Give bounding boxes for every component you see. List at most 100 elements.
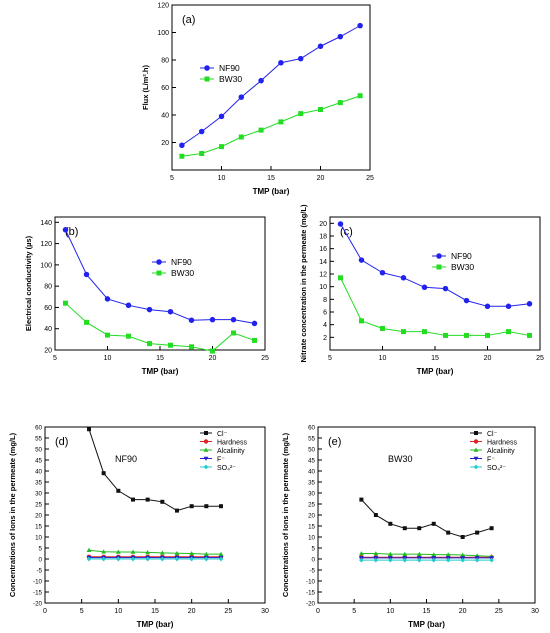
y-tick-label: 5 [312,546,316,553]
y-tick-label: 16 [319,246,327,253]
data-point [101,549,107,554]
y-tick-label: 100 [40,262,52,269]
data-point [318,107,323,112]
data-point [278,60,284,66]
data-point [278,119,284,125]
data-point [218,113,225,120]
x-tick-label: 15 [267,175,275,182]
legend-entry: BW30 [171,268,194,278]
chart-panel-5: 0 5 10 15 20 25 30 -20 -15 -10 -5 0 5 10 15 20 25 30 35 40 4… [281,425,539,630]
data-point [402,557,408,563]
y-tick-label: 40 [35,469,42,476]
y-tick-label: 55 [308,436,315,443]
data-point [387,557,393,563]
data-point [358,257,365,263]
data-point [188,317,195,323]
y-tick-label: 4 [323,322,327,329]
data-point [460,557,466,563]
data-point [238,134,244,140]
data-point [526,301,533,307]
y-axis-title: Concentrations of Ions in the permeate (… [8,432,17,597]
data-point [421,284,428,291]
chart-panel-1: 5 10 15 20 25 20 40 60 80 100 120 TMP (bar) Flux (L/… [141,3,374,197]
data-point [156,270,162,276]
data-point [204,65,210,71]
y-tick-label: 2 [323,335,327,342]
data-point [473,447,479,452]
data-point [297,55,304,62]
y-tick-label: -5 [309,568,315,575]
y-tick-label: 50 [308,447,315,454]
y-tick-label: -15 [306,590,316,597]
data-point [203,456,209,461]
data-point [209,316,216,323]
data-point [337,221,344,227]
data-point [218,556,224,562]
data-point [130,556,136,562]
data-point [446,530,451,535]
data-point [105,332,110,338]
panel-label: (d) [55,436,68,448]
series-line [361,553,492,557]
x-tick-label: 20 [459,608,467,615]
y-tick-label: 20 [35,513,42,520]
legend-entry: BW30 [451,262,474,272]
legend-entry: SO₄²⁻ [487,465,506,472]
data-point [380,325,385,331]
legend-entry: F⁻ [487,457,495,464]
y-tick-label: -15 [33,590,43,597]
data-point [251,320,258,327]
data-point [83,271,90,278]
legend-entry: Cl⁻ [217,431,228,438]
y-tick-label: 30 [35,491,42,498]
data-point [298,111,304,117]
y-tick-label: 60 [35,425,42,432]
data-point [475,530,480,535]
y-tick-label: 120 [157,3,169,10]
data-point [443,332,448,338]
data-point [436,253,442,259]
data-point [258,127,264,133]
data-point [445,552,451,557]
y-tick-label: 55 [35,436,42,443]
y-tick-label: 40 [308,469,315,476]
data-point [379,269,386,276]
x-axis-title: TMP (bar) [417,367,454,376]
y-tick-label: 0 [39,557,43,564]
y-tick-label: 80 [44,284,52,291]
data-point [484,303,491,310]
data-point [160,499,165,504]
y-tick-label: 35 [308,480,315,487]
y-tick-label: 10 [319,284,327,291]
data-point [252,337,257,343]
data-point [505,303,512,310]
data-point [402,551,408,556]
data-point [203,447,209,452]
y-tick-label: 15 [308,524,315,531]
x-tick-label: 0 [43,608,47,615]
data-point [204,76,210,82]
data-point [359,557,364,563]
y-tick-label: 100 [157,30,169,37]
data-point [218,551,224,556]
data-point [445,557,451,563]
legend-entry: Alcalinity [217,448,245,455]
legend-entry: Cl⁻ [487,431,498,438]
legend-entry: Hardness [487,440,517,447]
data-point [373,551,379,556]
data-point [87,427,91,432]
x-tick-label: 5 [328,355,332,362]
data-point [317,43,324,49]
data-point [62,227,69,233]
data-point [174,556,180,562]
legend-entry: SO₄²⁻ [217,465,236,472]
x-tick-label: 20 [484,355,492,362]
data-point [101,556,107,562]
y-tick-label: 45 [35,458,42,465]
y-tick-label: 80 [161,58,169,65]
y-axis-title: Nitrate concentration in the permeate (m… [299,204,308,362]
data-point [357,93,363,99]
data-point [436,264,442,270]
data-point [204,504,209,509]
